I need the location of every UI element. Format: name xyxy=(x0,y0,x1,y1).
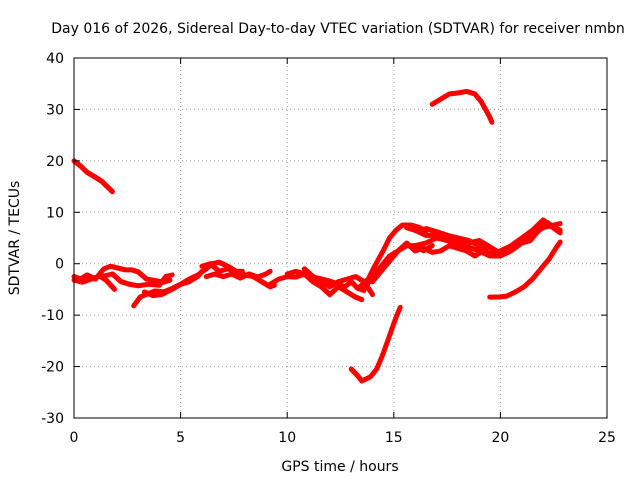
grid xyxy=(74,58,607,418)
series-line-arc-late-top-jitter xyxy=(521,220,563,244)
x-axis-label: GPS time / hours xyxy=(281,459,398,475)
x-tick-label: 0 xyxy=(70,430,79,446)
y-tick-label: 0 xyxy=(55,257,64,273)
x-tick-label: 10 xyxy=(278,430,296,446)
series-line-arc-mid-e-jitter xyxy=(303,266,375,295)
y-tick-label: 20 xyxy=(46,154,64,170)
y-tick-label: -30 xyxy=(41,411,64,427)
series-line-arc-late-high-jitter xyxy=(431,88,494,123)
data-traces xyxy=(71,88,563,384)
y-tick-label: 10 xyxy=(46,205,64,221)
axis-ticks: 0 5 10 15 20 25 -30 -20 -10 0 10 20 30 40 xyxy=(41,51,616,446)
series-line-arc-mid-d xyxy=(284,268,365,303)
series-line-arc-dip-a-jitter xyxy=(101,271,175,286)
x-tick-label: 5 xyxy=(176,430,185,446)
series-line-arc-mid-d-jitter xyxy=(286,268,364,300)
plot-border xyxy=(73,57,608,419)
y-tick-label: -20 xyxy=(41,360,64,376)
chart-title: Day 016 of 2026, Sidereal Day-to-day VTE… xyxy=(51,21,625,37)
y-tick-label: 30 xyxy=(46,102,64,118)
y-tick-label: 40 xyxy=(46,51,64,67)
x-tick-label: 25 xyxy=(598,430,616,446)
y-axis-label: SDTVAR / TECUs xyxy=(7,181,23,296)
series-line-arc-baseline-b-jitter xyxy=(73,273,117,290)
y-tick-label: -10 xyxy=(41,308,64,324)
series-line-arc-dip-c-jitter xyxy=(143,259,245,296)
x-tick-label: 15 xyxy=(385,430,403,446)
series-line-arc-rise-c-jitter xyxy=(372,240,486,282)
series-line-arc-baseline-a xyxy=(71,263,173,285)
series-line-arc-late-low-jitter xyxy=(489,239,563,298)
series-line-arc-deep-low-jitter xyxy=(350,304,403,382)
series-line-arc-early-high-jitter xyxy=(73,158,115,192)
series-line-arc-rise-a-jitter xyxy=(359,222,428,287)
series-line-arc-early-high xyxy=(71,158,115,195)
series-line-arc-plateau-c-jitter xyxy=(414,217,563,254)
series-line-arc-late-high xyxy=(429,88,495,125)
series-line-arc-baseline-a-jitter xyxy=(73,263,172,283)
series-line-arc-mid-b-jitter xyxy=(205,268,273,279)
x-tick-label: 20 xyxy=(491,430,509,446)
series-line-arc-mid-a xyxy=(199,261,277,290)
series-line-arc-mid-a-jitter xyxy=(201,261,277,287)
plot-frame xyxy=(73,57,608,419)
